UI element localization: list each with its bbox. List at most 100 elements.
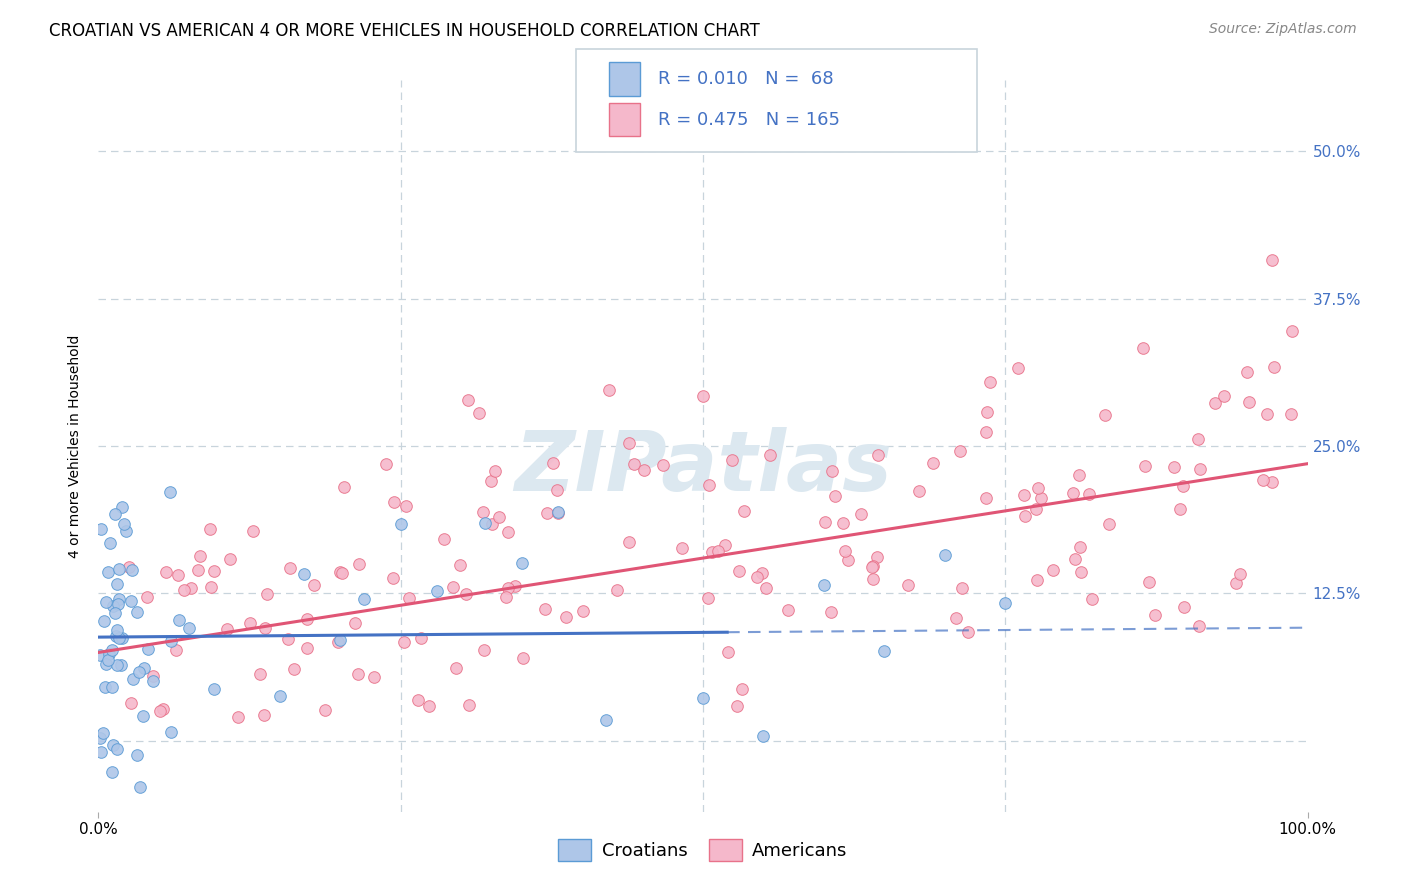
Point (239, 615, 262, 630)
Point (496, 524, 519, 539)
Point (873, 644, 896, 658)
Point (1014, 509, 1036, 524)
Point (160, 725, 183, 739)
Point (128, 665, 150, 679)
Point (956, 624, 979, 639)
Point (834, 544, 856, 558)
Point (97, 566, 120, 580)
Point (897, 578, 920, 592)
Point (860, 560, 883, 574)
Point (831, 516, 853, 530)
Point (733, 504, 755, 518)
Text: R = 0.475   N = 165: R = 0.475 N = 165 (658, 111, 839, 128)
Point (1281, 324, 1303, 338)
Point (1237, 395, 1260, 409)
Point (278, 561, 301, 575)
Point (96, 657, 118, 671)
Point (1173, 599, 1195, 614)
Point (202, 564, 225, 578)
Point (125, 748, 148, 763)
Point (503, 579, 526, 593)
Point (374, 457, 396, 471)
Point (671, 541, 693, 555)
Point (821, 464, 844, 478)
Point (512, 650, 534, 665)
Point (97, 647, 120, 661)
Point (363, 670, 385, 684)
Point (595, 713, 617, 727)
Point (976, 405, 998, 419)
Point (326, 635, 349, 649)
Point (1229, 566, 1251, 581)
Point (922, 456, 945, 470)
Point (776, 603, 799, 617)
Text: ZIPatlas: ZIPatlas (515, 427, 891, 508)
Point (110, 657, 132, 672)
Point (633, 463, 655, 477)
Point (392, 635, 415, 649)
Point (1213, 389, 1236, 403)
Point (543, 456, 565, 470)
Point (1070, 566, 1092, 580)
Text: CROATIAN VS AMERICAN 4 OR MORE VEHICLES IN HOUSEHOLD CORRELATION CHART: CROATIAN VS AMERICAN 4 OR MORE VEHICLES … (49, 22, 761, 40)
Point (136, 642, 159, 657)
Point (120, 697, 142, 711)
Point (536, 506, 558, 520)
Text: R = 0.010   N =  68: R = 0.010 N = 68 (658, 70, 834, 88)
Point (1279, 407, 1302, 421)
Point (433, 532, 456, 546)
Point (90, 522, 112, 536)
Point (1144, 608, 1167, 623)
Point (149, 704, 172, 718)
Point (283, 662, 305, 676)
Point (555, 610, 578, 624)
Point (131, 709, 153, 723)
Point (950, 581, 973, 595)
Point (699, 478, 721, 492)
Y-axis label: 4 or more Vehicles in Household: 4 or more Vehicles in Household (69, 334, 83, 558)
Point (1007, 360, 1029, 375)
Point (479, 474, 502, 488)
Point (105, 624, 128, 638)
Point (1256, 407, 1278, 421)
Point (90, 745, 112, 759)
Point (1261, 475, 1284, 489)
Point (824, 489, 846, 503)
Point (1135, 458, 1157, 473)
Point (159, 484, 181, 499)
Point (118, 559, 141, 574)
Point (329, 565, 352, 579)
Point (353, 591, 375, 606)
Point (1188, 619, 1211, 633)
Point (468, 406, 491, 420)
Point (820, 605, 842, 619)
Point (166, 568, 188, 582)
Point (111, 631, 134, 645)
Point (572, 605, 595, 619)
Point (398, 591, 420, 606)
Point (105, 742, 128, 756)
Point (721, 453, 744, 467)
Point (134, 661, 156, 675)
Point (108, 592, 131, 607)
Point (1171, 479, 1194, 493)
Point (979, 376, 1001, 390)
Point (180, 581, 202, 595)
Point (652, 458, 675, 472)
Point (347, 667, 370, 681)
Point (714, 538, 737, 552)
Point (91, 725, 114, 739)
Point (169, 613, 191, 627)
Point (200, 580, 222, 594)
Point (187, 563, 209, 577)
Point (330, 566, 353, 581)
Point (692, 690, 714, 705)
Point (297, 640, 319, 655)
Point (409, 631, 432, 645)
Point (1029, 491, 1052, 505)
Point (121, 563, 143, 577)
Point (751, 566, 773, 581)
Point (606, 582, 628, 597)
Point (94, 680, 117, 694)
Point (449, 558, 471, 572)
